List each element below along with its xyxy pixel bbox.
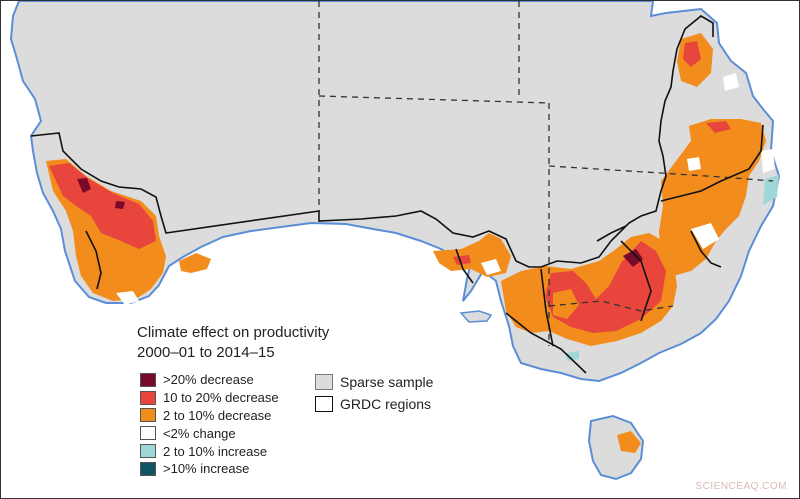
state-borders [318,1,774,346]
patch-white-4 [481,259,501,275]
legend-item: 2 to 10% increase [140,442,279,460]
legend-swatch [140,426,156,441]
legend-swatch [140,390,156,405]
legend-swatch [140,408,156,423]
legend-swatch [140,461,156,476]
legend-title-line2: 2000–01 to 2014–15 [137,344,275,361]
legend-label: <2% change [163,425,236,441]
wa-region-red [49,163,156,249]
patch-cyan-1 [763,175,779,205]
legend-extra: Sparse sample GRDC regions [315,371,433,415]
legend-swatch [140,372,156,387]
legend-item-sparse-sample: Sparse sample [315,371,433,393]
legend-label: 2 to 10% increase [163,443,268,459]
wa-region-white [116,291,139,305]
se-region-inner-orange [553,289,579,319]
patch-cyan-2 [566,351,579,361]
legend-item: <2% change [140,424,279,442]
legend-label: GRDC regions [340,396,432,412]
kangaroo-island [459,310,493,323]
tas-region-orange [617,431,641,453]
patch-white-5 [723,73,739,91]
legend-label: >10% increase [163,461,250,477]
legend-label: >20% decrease [163,372,254,388]
legend-item: >20% decrease [140,371,279,389]
legend-item: 10 to 20% decrease [140,389,279,407]
legend-list: >20% decrease 10 to 20% decrease 2 to 10… [140,371,279,478]
patch-white-1 [691,223,719,249]
ne-region-red [706,121,731,133]
legend-label: 2 to 10% decrease [163,407,272,423]
grdc-region-borders [30,15,764,374]
legend-title: Climate effect on productivity 2000–01 t… [137,323,329,363]
legend-item: 2 to 10% decrease [140,407,279,425]
legend-label: Sparse sample [340,374,434,390]
watermark: SCIENCEAQ.COM [695,481,787,492]
sa-region-red [453,255,471,265]
legend-swatch [315,396,333,412]
patch-white-2 [761,149,775,173]
ne-region-orange [659,119,766,276]
se-region-darkred [623,249,643,267]
legend-swatch [140,444,156,459]
legend-item-grdc-regions: GRDC regions [315,393,433,415]
qld-north-red [683,41,701,67]
legend-item: >10% increase [140,460,279,478]
patch-white-3 [687,157,701,171]
wa-region-south-orange [179,253,211,273]
legend-label: 10 to 20% decrease [163,390,279,406]
legend-swatch [315,374,333,390]
legend-title-line1: Climate effect on productivity [137,324,330,341]
wa-region-darkred [77,178,125,209]
